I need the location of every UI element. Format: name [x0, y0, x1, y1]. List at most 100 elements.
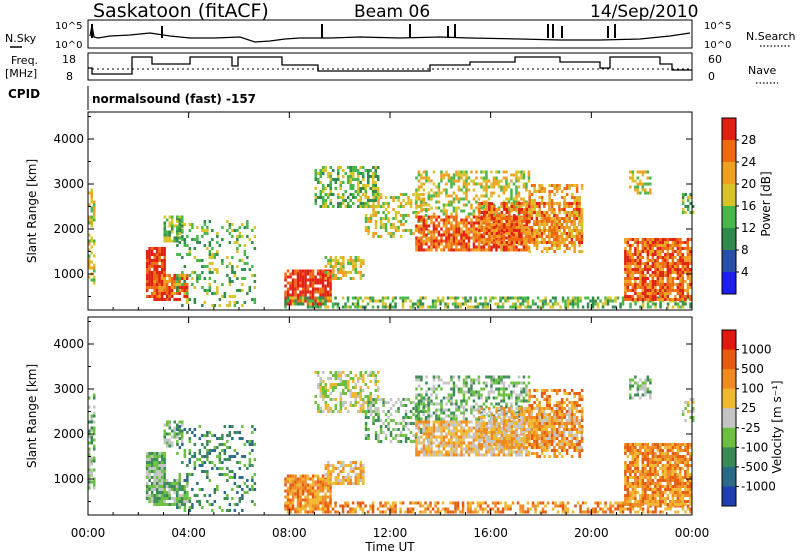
- vel-data-cell: [324, 404, 327, 407]
- power-data-cell: [515, 248, 518, 252]
- power-data-cell: [163, 227, 166, 231]
- power-data-cell: [178, 283, 182, 286]
- vel-data-cell: [352, 380, 355, 383]
- vel-data-cell: [176, 428, 179, 431]
- power-data-cell: [656, 253, 660, 256]
- power-data-cell: [452, 182, 456, 186]
- vel-data-cell: [342, 401, 345, 404]
- vel-data-cell: [436, 510, 440, 514]
- power-data-cell: [686, 283, 690, 286]
- power-data-cell: [533, 211, 536, 214]
- power-data-cell: [216, 241, 219, 244]
- power-data-cell: [216, 286, 219, 289]
- power-data-cell: [676, 268, 680, 271]
- vel-data-cell: [299, 495, 302, 499]
- power-data-cell: [420, 218, 423, 222]
- vel-data-cell: [286, 504, 290, 508]
- vel-data-cell: [329, 476, 333, 479]
- power-data-cell: [490, 205, 494, 208]
- power-data-cell: [201, 304, 204, 307]
- vel-data-cell: [166, 438, 169, 442]
- vel-data-cell: [314, 483, 317, 487]
- power-data-cell: [538, 184, 541, 187]
- power-data-cell: [576, 299, 580, 303]
- vel-data-cell: [544, 510, 547, 514]
- power-data-cell: [354, 259, 358, 262]
- power-data-cell: [578, 208, 581, 211]
- power-data-cell: [654, 302, 657, 306]
- power-data-cell: [525, 202, 529, 205]
- power-data-cell: [634, 280, 637, 283]
- vel-data-cell: [155, 485, 159, 488]
- power-data-cell: [327, 172, 330, 175]
- power-data-cell: [681, 286, 685, 289]
- vel-data-cell: [324, 407, 327, 410]
- vel-data-cell: [471, 510, 475, 514]
- power-data-cell: [457, 170, 461, 174]
- vel-data-cell: [166, 432, 169, 436]
- vel-data-cell: [193, 455, 197, 458]
- power-data-cell: [178, 236, 181, 240]
- power-data-cell: [500, 179, 503, 183]
- vel-data-cell: [329, 410, 332, 413]
- power-data-cell: [528, 250, 531, 253]
- power-data-cell: [88, 218, 91, 222]
- power-data-cell: [352, 172, 355, 175]
- vel-data-cell: [208, 461, 212, 464]
- vel-data-cell: [329, 377, 332, 380]
- power-data-cell: [155, 298, 159, 301]
- power-data-cell: [329, 256, 333, 259]
- power-data-cell: [490, 191, 493, 195]
- power-data-cell: [624, 238, 627, 241]
- power-data-cell: [357, 169, 360, 172]
- vel-data-cell: [198, 449, 202, 452]
- vel-data-cell: [158, 479, 161, 482]
- power-data-cell: [556, 302, 560, 306]
- power-data-cell: [545, 214, 549, 217]
- vel-data-cell: [165, 503, 169, 506]
- power-data-cell: [553, 241, 556, 244]
- power-data-cell: [447, 176, 451, 180]
- power-data-cell: [626, 295, 630, 298]
- vel-data-cell: [181, 488, 184, 491]
- power-data-cell: [674, 265, 677, 268]
- power-data-cell: [530, 235, 534, 238]
- vel-data-cell: [526, 510, 530, 514]
- power-data-cell: [206, 232, 209, 235]
- power-data-cell: [684, 271, 687, 274]
- power-data-cell: [425, 209, 428, 213]
- power-data-cell: [503, 202, 506, 205]
- power-data-cell: [558, 184, 561, 187]
- power-data-cell: [616, 296, 620, 300]
- vel-data-cell: [180, 494, 184, 497]
- power-data-cell: [631, 295, 635, 298]
- vel-data-cell: [183, 455, 187, 458]
- power-data-cell: [427, 194, 431, 198]
- vel-data-cell: [324, 510, 327, 514]
- vel-data-cell: [226, 479, 229, 482]
- power-data-cell: [372, 211, 375, 214]
- power-data-cell: [624, 253, 627, 256]
- power-data-cell: [510, 232, 514, 235]
- power-data-cell: [309, 269, 312, 273]
- power-data-cell: [173, 280, 176, 283]
- vel-data-cell: [322, 371, 325, 374]
- power-data-cell: [342, 265, 345, 268]
- vel-data-cell: [499, 501, 502, 505]
- power-data-cell: [480, 248, 483, 252]
- power-data-cell: [437, 224, 441, 228]
- power-data-cell: [397, 205, 400, 208]
- vel-data-cell: [322, 395, 325, 398]
- vel-data-cell: [466, 507, 470, 511]
- power-data-cell: [196, 241, 199, 244]
- power-data-cell: [359, 187, 362, 190]
- power-data-cell: [686, 247, 690, 250]
- power-data-cell: [198, 259, 202, 262]
- power-data-cell: [671, 280, 675, 283]
- power-data-cell: [664, 241, 667, 244]
- power-data-cell: [470, 170, 473, 174]
- power-data-cell: [498, 208, 501, 211]
- power-data-cell: [457, 224, 461, 228]
- power-data-cell: [490, 226, 494, 229]
- power-data-cell: [316, 290, 320, 294]
